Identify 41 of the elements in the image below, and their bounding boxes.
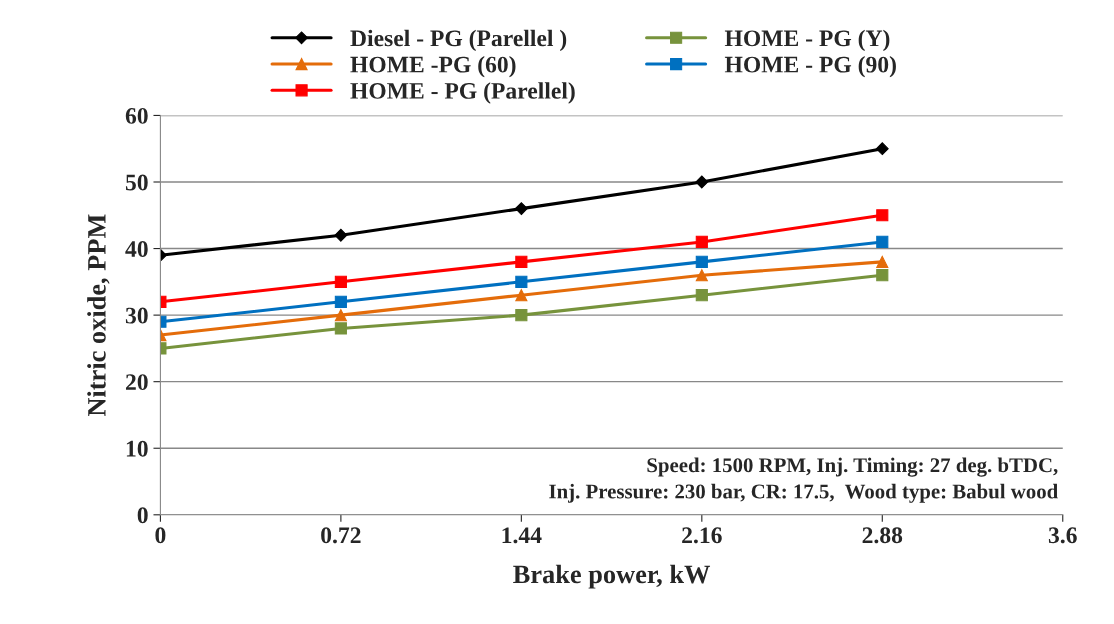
point: [695, 175, 709, 189]
point: [875, 142, 889, 156]
legend-label: HOME - PG (Parellel): [350, 82, 575, 104]
x-tick-label: 0.72: [321, 527, 361, 544]
y-tick-label: 20: [125, 374, 148, 391]
y-tick-label: 30: [125, 307, 148, 324]
x-axis-title: Brake power, kW: [513, 564, 711, 589]
y-tick-label: 60: [125, 107, 148, 124]
point: [876, 255, 889, 268]
point: [695, 255, 708, 268]
x-tick-label: 0: [155, 527, 166, 544]
y-tick-label: 0: [137, 507, 148, 524]
legend-label: HOME - PG (90): [724, 55, 896, 78]
point: [334, 228, 348, 242]
x-tick-label: 3.6: [1048, 527, 1077, 544]
point: [695, 269, 708, 282]
point: [334, 295, 347, 308]
legend-label: HOME -PG (60): [350, 55, 516, 78]
point: [876, 269, 889, 282]
point: [514, 202, 528, 216]
legend-label: Diesel - PG (Parellel ): [350, 29, 567, 52]
y-tick-label: 10: [126, 440, 148, 457]
point: [334, 322, 347, 335]
y-axis-title: Nitric oxide, PPM: [87, 214, 110, 417]
point: [334, 275, 347, 288]
y-tick-label: 50: [125, 174, 148, 191]
point: [695, 289, 708, 302]
point: [515, 255, 528, 268]
annotation: Speed: 1500 RPM, Inj. Timing: 27 deg. bTDC, Inj. Pressure: 230 bar, CR: 17.5, Wood type: Babul wood: [549, 457, 1059, 503]
point: [695, 235, 708, 248]
legend-label: HOME - PG (Y): [724, 29, 890, 52]
y-tick-label: 40: [125, 241, 148, 257]
point: [515, 309, 528, 322]
x-tick-label: 2.16: [682, 527, 722, 544]
x-tick-label: 1.44: [502, 527, 542, 544]
point: [876, 209, 889, 222]
point: [334, 309, 347, 322]
point: [515, 289, 528, 302]
x-tick-label: 2.88: [862, 527, 903, 544]
point: [515, 275, 528, 288]
point: [876, 235, 889, 248]
